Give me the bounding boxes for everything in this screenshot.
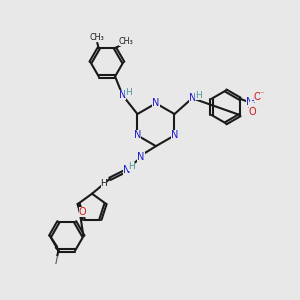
Text: N: N <box>134 130 141 140</box>
Text: I: I <box>55 256 58 266</box>
Text: N: N <box>119 90 126 100</box>
Text: CH₃: CH₃ <box>119 37 134 46</box>
Text: N: N <box>189 93 196 103</box>
Text: H: H <box>100 179 107 188</box>
Text: +: + <box>250 96 256 105</box>
Text: H: H <box>195 92 202 100</box>
Text: N: N <box>246 97 253 107</box>
Text: H: H <box>128 162 135 171</box>
Text: N: N <box>137 152 145 162</box>
Text: N: N <box>152 98 160 108</box>
Text: N: N <box>123 165 130 175</box>
Text: O: O <box>79 206 86 217</box>
Text: O: O <box>249 107 256 117</box>
Text: H: H <box>125 88 132 98</box>
Text: O: O <box>254 92 262 102</box>
Text: N: N <box>171 130 178 140</box>
Text: CH₃: CH₃ <box>90 33 105 42</box>
Text: ⁻: ⁻ <box>260 89 264 98</box>
